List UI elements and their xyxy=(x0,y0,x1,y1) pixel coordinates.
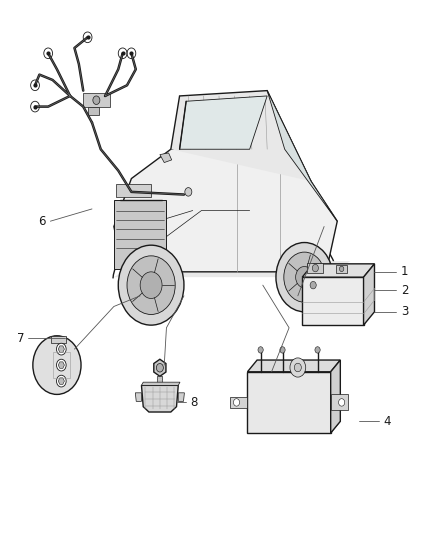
Circle shape xyxy=(339,266,344,272)
Polygon shape xyxy=(247,360,340,372)
Circle shape xyxy=(233,399,240,406)
Polygon shape xyxy=(154,359,166,376)
Circle shape xyxy=(118,245,184,325)
Polygon shape xyxy=(58,346,64,352)
Circle shape xyxy=(185,188,192,196)
Polygon shape xyxy=(58,378,64,384)
Polygon shape xyxy=(302,264,374,277)
Circle shape xyxy=(57,343,66,355)
Circle shape xyxy=(127,256,175,314)
Polygon shape xyxy=(331,394,348,410)
Circle shape xyxy=(294,364,301,372)
Polygon shape xyxy=(52,336,66,343)
Circle shape xyxy=(312,264,318,272)
Polygon shape xyxy=(141,385,178,412)
Ellipse shape xyxy=(33,336,81,394)
Polygon shape xyxy=(247,372,331,433)
Text: 1: 1 xyxy=(401,265,408,278)
Circle shape xyxy=(140,272,162,298)
Circle shape xyxy=(280,346,285,353)
Circle shape xyxy=(290,358,306,377)
Text: 6: 6 xyxy=(39,215,46,228)
Circle shape xyxy=(57,359,66,371)
Polygon shape xyxy=(83,93,110,107)
Circle shape xyxy=(276,243,333,312)
Text: 3: 3 xyxy=(401,305,408,318)
Polygon shape xyxy=(230,397,247,408)
Circle shape xyxy=(310,281,316,289)
Polygon shape xyxy=(364,264,374,325)
Polygon shape xyxy=(88,107,99,115)
Text: 2: 2 xyxy=(401,284,408,297)
Text: 7: 7 xyxy=(17,332,24,345)
Polygon shape xyxy=(135,393,141,401)
Polygon shape xyxy=(58,362,64,368)
Polygon shape xyxy=(171,91,311,181)
Polygon shape xyxy=(160,153,172,163)
Polygon shape xyxy=(180,96,267,149)
Polygon shape xyxy=(267,91,337,221)
Polygon shape xyxy=(247,421,340,433)
Circle shape xyxy=(156,364,163,372)
Circle shape xyxy=(57,375,66,387)
Circle shape xyxy=(258,346,263,353)
Polygon shape xyxy=(302,277,364,325)
Circle shape xyxy=(93,96,100,104)
Polygon shape xyxy=(313,264,374,312)
Text: 8: 8 xyxy=(191,396,198,409)
Polygon shape xyxy=(114,200,166,269)
Circle shape xyxy=(296,266,313,288)
Polygon shape xyxy=(116,184,151,197)
Polygon shape xyxy=(157,376,162,385)
Text: 4: 4 xyxy=(383,415,391,427)
Polygon shape xyxy=(178,393,184,401)
Polygon shape xyxy=(307,263,323,273)
Circle shape xyxy=(339,399,345,406)
Polygon shape xyxy=(141,382,180,385)
Circle shape xyxy=(315,346,320,353)
Polygon shape xyxy=(336,265,347,273)
Circle shape xyxy=(284,252,325,302)
Polygon shape xyxy=(114,261,350,277)
Polygon shape xyxy=(114,149,337,272)
Polygon shape xyxy=(331,360,340,433)
